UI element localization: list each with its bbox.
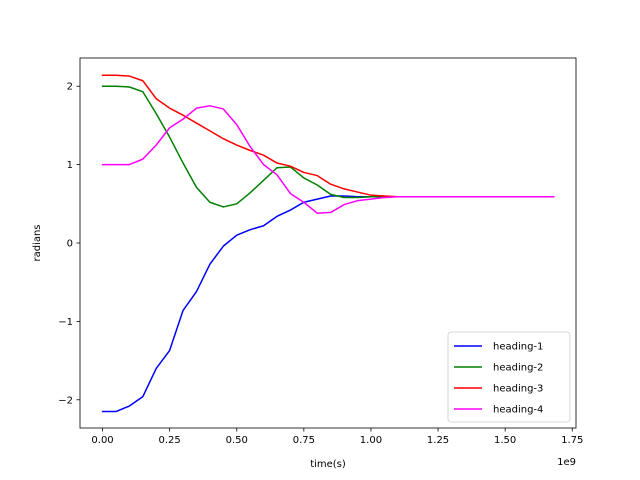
y-axis: −2 −1 0 1 2 xyxy=(58,82,80,406)
x-tick-label: 1.00 xyxy=(360,435,382,446)
x-tick-label: 1.25 xyxy=(427,435,449,446)
y-tick-label: −1 xyxy=(58,317,73,328)
legend-box xyxy=(447,331,571,423)
x-axis: 0.00 0.25 0.50 0.75 1.00 1.25 1.50 1.75 xyxy=(91,428,583,446)
x-tick-label: 0.75 xyxy=(293,435,315,446)
x-tick-label: 0.00 xyxy=(91,435,113,446)
series-layer xyxy=(101,74,555,413)
legend: heading-1 heading-2 heading-3 heading-4 xyxy=(447,331,571,423)
y-tick-label: 1 xyxy=(67,160,73,171)
series-line-heading-4 xyxy=(101,105,555,214)
x-tick-label: 0.50 xyxy=(226,435,248,446)
legend-label: heading-1 xyxy=(493,342,543,353)
x-tick-label: 0.25 xyxy=(159,435,181,446)
x-axis-label: time(s) xyxy=(310,459,346,470)
x-tick-label: 1.75 xyxy=(561,435,583,446)
x-tick-label: 1.50 xyxy=(494,435,516,446)
y-tick-label: 0 xyxy=(67,239,73,250)
y-tick-label: −2 xyxy=(58,395,73,406)
x-axis-offset-label: 1e9 xyxy=(557,457,576,468)
legend-label: heading-4 xyxy=(493,405,543,416)
y-axis-label: radians xyxy=(32,224,43,261)
y-tick-label: 2 xyxy=(67,82,73,93)
legend-label: heading-2 xyxy=(493,363,543,374)
legend-label: heading-3 xyxy=(493,384,543,395)
